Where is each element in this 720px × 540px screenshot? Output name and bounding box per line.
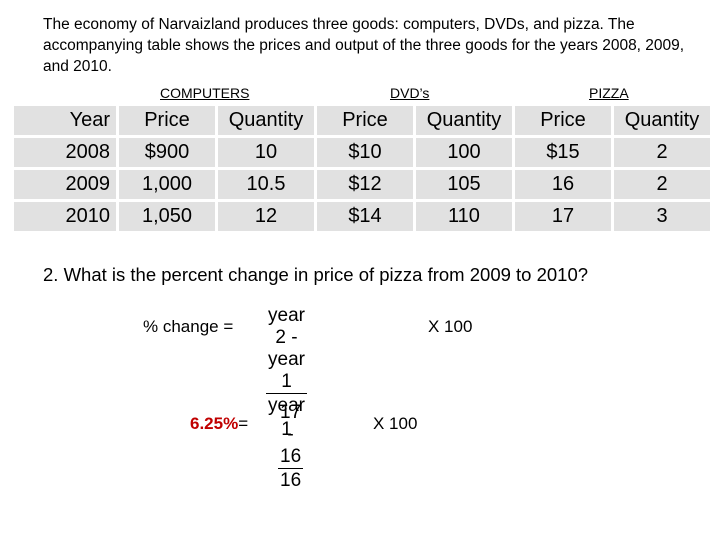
table-column-header: Quantity <box>416 106 515 138</box>
table-column-header: Year <box>14 106 119 138</box>
table-cell: 1,050 <box>119 202 218 234</box>
table-cell: 100 <box>416 138 515 170</box>
table-cell: $12 <box>317 170 416 202</box>
table-cell: 16 <box>515 170 614 202</box>
formula-numerator: year 2 - year 1 <box>266 305 307 394</box>
table-row: 2008 $900 10 $10 100 $15 2 <box>14 138 713 170</box>
answer-numerator: 17 - 16 <box>278 402 304 469</box>
table-cell: 2 <box>614 170 713 202</box>
table-column-header: Price <box>119 106 218 138</box>
table-column-header: Quantity <box>614 106 713 138</box>
intro-paragraph: The economy of Narvaizland produces thre… <box>43 16 685 75</box>
table-cell: 10 <box>218 138 317 170</box>
table-cell: $14 <box>317 202 416 234</box>
formula-denominator: year 1 <box>268 395 305 440</box>
table-cell: 3 <box>614 202 713 234</box>
dvds-header: DVD’s <box>390 85 430 101</box>
table-cell: $10 <box>317 138 416 170</box>
table-header-row: Year Price Quantity Price Quantity Price… <box>14 106 713 138</box>
table-row: 2010 1,050 12 $14 110 17 3 <box>14 202 713 234</box>
question-text: 2. What is the percent change in price o… <box>43 264 589 285</box>
table-cell: 10.5 <box>218 170 317 202</box>
answer-equals: = <box>238 414 249 433</box>
table-cell: 1,000 <box>119 170 218 202</box>
table-cell: 2 <box>614 138 713 170</box>
answer-result: 6.25% <box>190 414 239 433</box>
formula-multiplier: X 100 <box>428 317 473 336</box>
computers-header: COMPUTERS <box>160 85 250 101</box>
table-column-header: Quantity <box>218 106 317 138</box>
pizza-header: PIZZA <box>589 85 629 101</box>
table-cell: 110 <box>416 202 515 234</box>
prices-output-table: Year Price Quantity Price Quantity Price… <box>14 106 713 234</box>
answer-lhs: 6.25%= <box>190 414 248 434</box>
answer-denominator: 16 <box>280 470 302 491</box>
formula-fraction: year 2 - year 1 year 1 <box>266 305 307 442</box>
table-column-header: Price <box>515 106 614 138</box>
table-row: 2009 1,000 10.5 $12 105 16 2 <box>14 170 713 202</box>
table-cell: 2008 <box>14 138 119 170</box>
table-cell: $900 <box>119 138 218 170</box>
table-cell: 2009 <box>14 170 119 202</box>
table-cell: $15 <box>515 138 614 170</box>
table-cell: 12 <box>218 202 317 234</box>
table-cell: 105 <box>416 170 515 202</box>
table-cell: 2010 <box>14 202 119 234</box>
answer-multiplier: X 100 <box>373 414 418 433</box>
formula-lhs: % change = <box>143 317 234 336</box>
table-cell: 17 <box>515 202 614 234</box>
answer-fraction: 17 - 16 16 <box>278 402 304 493</box>
table-column-header: Price <box>317 106 416 138</box>
